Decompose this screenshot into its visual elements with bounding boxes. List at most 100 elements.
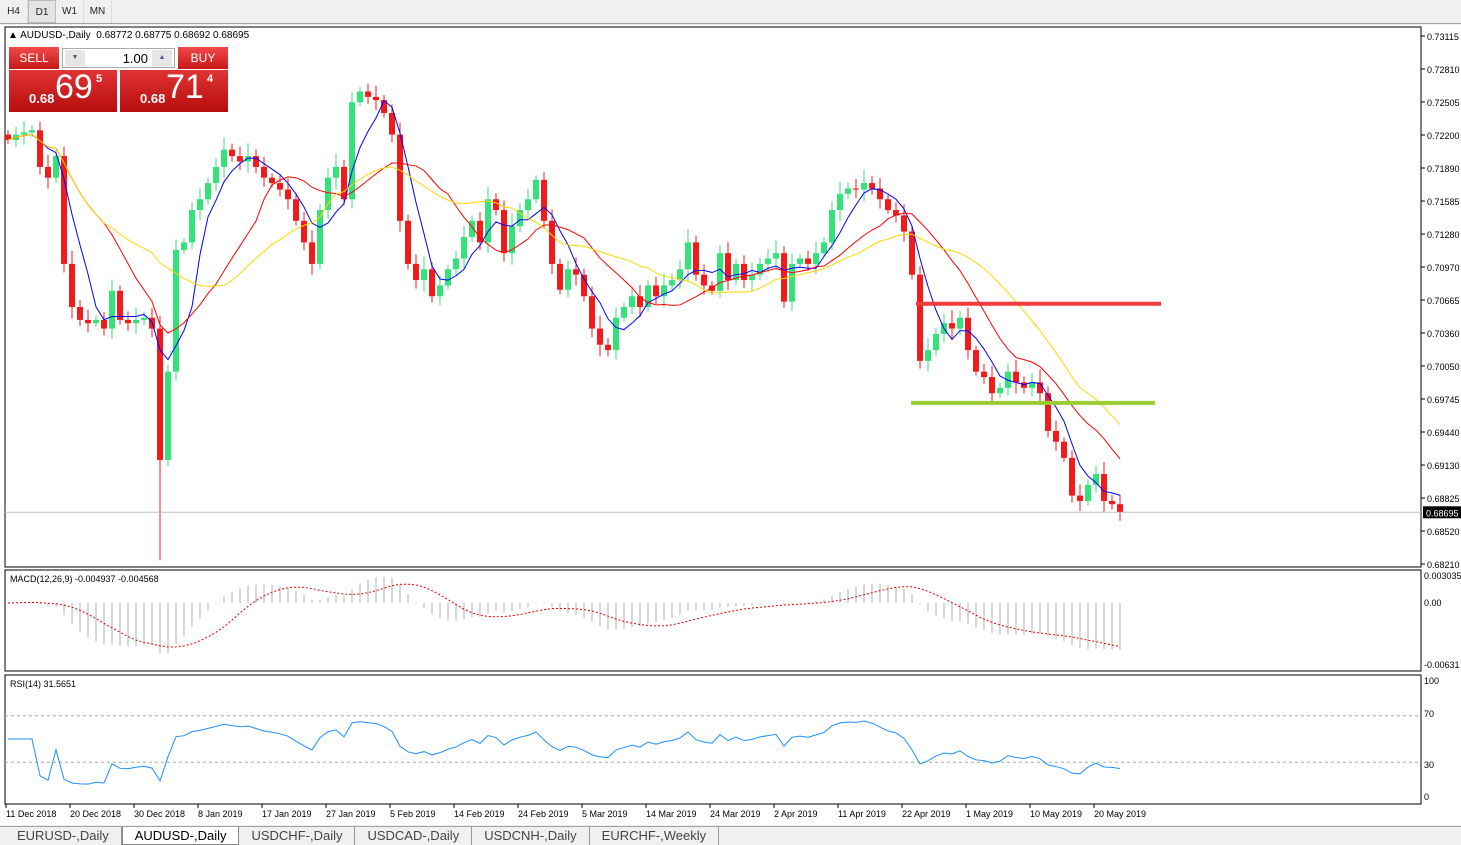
candle-body [693, 242, 699, 275]
candle-body [605, 344, 611, 351]
lot-size-input[interactable]: 1.00 [122, 51, 148, 66]
candle-body [933, 333, 939, 351]
candle-body [53, 156, 59, 178]
candle-body [261, 166, 267, 178]
timeframe-d1[interactable]: D1 [28, 0, 56, 23]
candle-body [61, 156, 67, 264]
price-tick-label: 0.69130 [1427, 461, 1460, 471]
candle-body [429, 269, 435, 297]
date-label: 1 May 2019 [966, 809, 1013, 819]
rsi-label: RSI(14) 31.5651 [10, 679, 76, 689]
date-label: 14 Mar 2019 [646, 809, 697, 819]
buy-button[interactable]: BUY [178, 47, 228, 69]
candle-body [781, 253, 787, 302]
moving-average-line [7, 99, 1121, 496]
candle-body [5, 134, 11, 140]
candle-body [509, 226, 515, 254]
candle-body [461, 236, 467, 259]
macd-tick-label: -0.00631 [1424, 660, 1460, 670]
rsi-tick-label: 70 [1424, 709, 1434, 719]
candle-body [965, 317, 971, 351]
price-tick-label: 0.70050 [1427, 362, 1460, 372]
candle-body [157, 328, 163, 461]
candle-body [525, 199, 531, 211]
candle-body [181, 242, 187, 250]
lot-size-stepper[interactable]: ▼ 1.00 ▲ [62, 48, 175, 68]
candle-body [741, 263, 747, 281]
candle-body [349, 102, 355, 200]
candle-body [701, 274, 707, 286]
price-tick-label: 0.72810 [1427, 65, 1460, 75]
timeframe-w1[interactable]: W1 [56, 0, 84, 23]
candle-body [205, 183, 211, 200]
candle-body [653, 285, 659, 297]
candle-body [717, 253, 723, 291]
candle-body [989, 377, 995, 394]
candle-body [549, 220, 555, 264]
candle-body [125, 319, 131, 324]
candle-body [301, 220, 307, 243]
candle-body [629, 296, 635, 308]
candle-body [517, 210, 523, 227]
price-tick-label: 0.72200 [1427, 131, 1460, 141]
candle-body [613, 317, 619, 351]
candle-body [1013, 371, 1019, 383]
candle-body [1053, 430, 1059, 442]
sell-button[interactable]: SELL [9, 47, 59, 69]
price-tick-label: 0.72505 [1427, 98, 1460, 108]
candle-body [197, 199, 203, 211]
date-label: 20 Dec 2018 [70, 809, 121, 819]
price-chart[interactable]: 0.73115 0.72810 0.72505 0.72200 0.71890 0.715… [0, 25, 1461, 825]
date-label: 5 Feb 2019 [390, 809, 436, 819]
candle-body [221, 149, 227, 167]
tab-usdcad[interactable]: USDCAD-,Daily [355, 827, 473, 845]
sell-price-prefix: 0.68 [29, 91, 55, 106]
date-label: 24 Feb 2019 [518, 809, 569, 819]
tab-usdchf[interactable]: USDCHF-,Daily [239, 827, 356, 845]
candle-body [413, 263, 419, 281]
lot-increase-icon[interactable]: ▲ [152, 50, 172, 66]
candle-body [861, 183, 867, 190]
candle-body [341, 166, 347, 200]
price-tick-label: 0.73115 [1427, 32, 1459, 42]
chart-window[interactable]: 0.73115 0.72810 0.72505 0.72200 0.71890 0.715… [0, 25, 1461, 825]
date-label: 24 Mar 2019 [710, 809, 761, 819]
one-click-trading-panel: SELL ▼ 1.00 ▲ BUY 0.68 69 5 0.68 71 4 [9, 47, 228, 112]
candle-body [1085, 484, 1091, 501]
tab-audusd[interactable]: AUDUSD-,Daily [121, 827, 240, 845]
macd-panel [4, 569, 1422, 672]
current-price-badge [1423, 506, 1461, 519]
candle-body [397, 134, 403, 221]
price-tick-label: 0.69440 [1427, 428, 1460, 438]
candle-body [69, 263, 75, 308]
buy-price[interactable]: 0.68 71 4 [120, 68, 228, 112]
candle-body [101, 319, 107, 329]
candle-body [877, 188, 883, 200]
tab-eurusd[interactable]: EURUSD-,Daily [5, 827, 122, 845]
tab-eurchf[interactable]: EURCHF-,Weekly [590, 827, 720, 845]
candle-body [333, 166, 339, 178]
candle-body [845, 188, 851, 194]
candle-body [1045, 393, 1051, 431]
candle-body [1061, 441, 1067, 458]
candle-body [973, 350, 979, 372]
candle-body [813, 253, 819, 264]
candle-body [789, 263, 795, 302]
sell-price[interactable]: 0.68 69 5 [9, 68, 117, 112]
candle-body [901, 215, 907, 232]
moving-average-line [7, 133, 1121, 460]
candle-body [869, 183, 875, 189]
timeframe-toolbar: H4 D1 W1 MN [0, 0, 1461, 24]
candle-body [573, 269, 579, 275]
lot-decrease-icon[interactable]: ▼ [65, 50, 85, 66]
candle-body [909, 231, 915, 275]
candle-body [597, 328, 603, 345]
candle-body [453, 258, 459, 270]
chart-title: ▲ AUDUSD-,Daily 0.68772 0.68775 0.68692 … [8, 30, 250, 41]
timeframe-h4[interactable]: H4 [0, 0, 28, 23]
timeframe-mn[interactable]: MN [84, 0, 112, 23]
candle-body [541, 179, 547, 221]
candle-body [645, 285, 651, 308]
tab-usdcnh[interactable]: USDCNH-,Daily [472, 827, 590, 845]
candle-body [1037, 382, 1043, 394]
